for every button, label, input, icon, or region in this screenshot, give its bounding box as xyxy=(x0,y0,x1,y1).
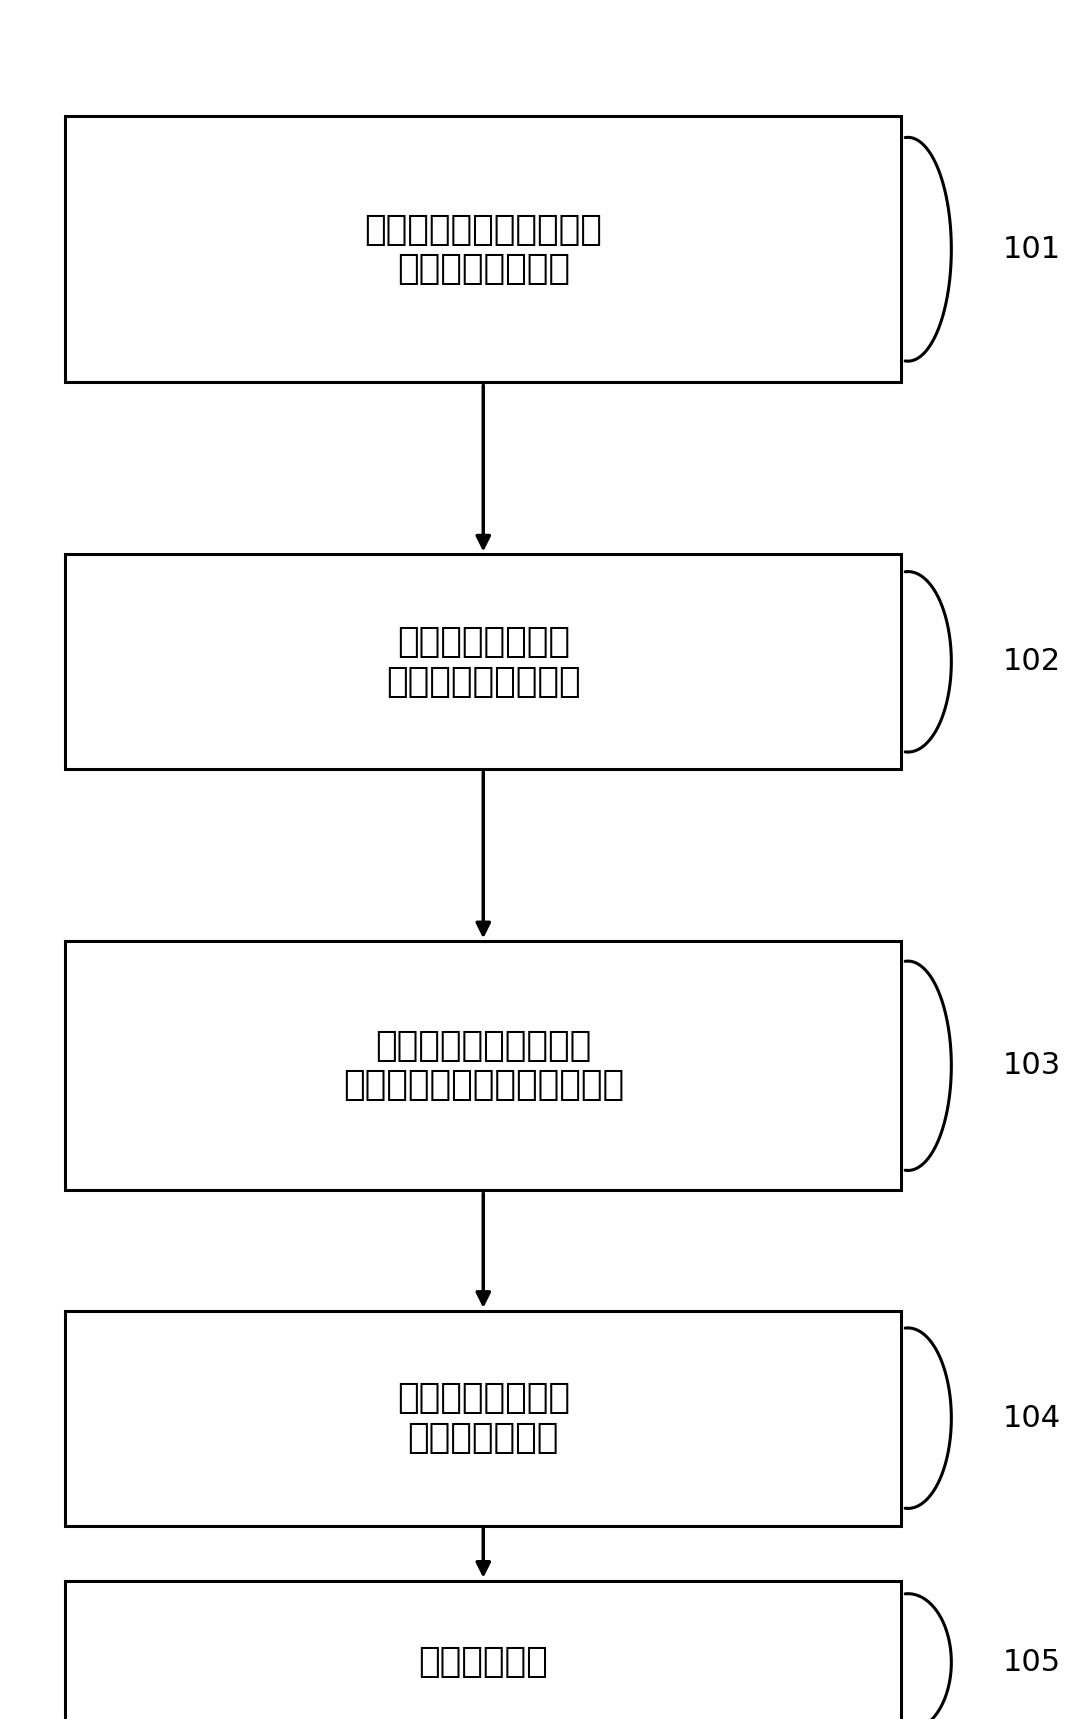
Bar xyxy=(65,1310,901,1526)
Text: 101: 101 xyxy=(1002,236,1061,263)
Text: 104: 104 xyxy=(1002,1404,1061,1432)
Text: 选型结果输出接口
输出目标电阻值: 选型结果输出接口 输出目标电阻值 xyxy=(396,1382,570,1454)
Text: 提供选型参数输入接口及
选型结果输出接口: 提供选型参数输入接口及 选型结果输出接口 xyxy=(364,213,603,285)
Text: 选择预充电阻: 选择预充电阻 xyxy=(418,1645,548,1679)
Text: 根据预充电输入参数来
计算出预充电阻的目标电阻值: 根据预充电输入参数来 计算出预充电阻的目标电阻值 xyxy=(343,1030,623,1102)
Text: 105: 105 xyxy=(1002,1649,1061,1676)
Bar xyxy=(65,554,901,770)
Bar xyxy=(65,115,901,383)
Text: 103: 103 xyxy=(1002,1052,1061,1080)
Text: 选型参数输入接口
获取预充电输入参数: 选型参数输入接口 获取预充电输入参数 xyxy=(386,626,581,698)
Bar xyxy=(65,1581,901,1719)
Text: 102: 102 xyxy=(1002,648,1061,676)
Bar xyxy=(65,942,901,1190)
